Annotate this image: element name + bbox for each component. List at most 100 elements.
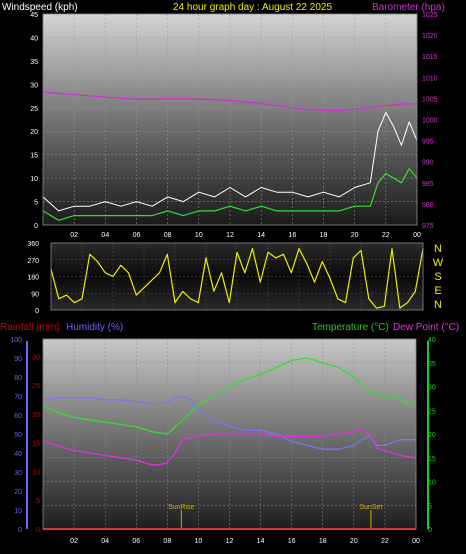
wind-x-tick: 10 bbox=[195, 232, 203, 239]
climate-x-tick: 02 bbox=[70, 538, 78, 545]
barometer-y-tick: 1015 bbox=[422, 54, 438, 61]
humidity-y-tick: 30 bbox=[14, 470, 22, 477]
wind-y-tick: 25 bbox=[30, 106, 38, 113]
wind-direction-series bbox=[50, 248, 424, 309]
climate-x-tick: 00 bbox=[412, 538, 420, 545]
temperature-y-tick: 40 bbox=[428, 337, 436, 344]
rain-y-tick: 20 bbox=[32, 412, 40, 419]
barometer-y-tick: 985 bbox=[422, 181, 434, 188]
rain-y-tick: 5 bbox=[36, 498, 40, 505]
direction-y-tick: 0 bbox=[35, 308, 39, 315]
humidity-y-tick: 60 bbox=[14, 413, 22, 420]
barometer-y-tick: 1005 bbox=[422, 96, 438, 103]
rain-y-tick: 25 bbox=[32, 383, 40, 390]
compass-label: E bbox=[434, 285, 441, 297]
humidity-y-tick: 50 bbox=[14, 432, 22, 439]
humidity-y-tick: 90 bbox=[14, 356, 22, 363]
climate-x-tick: 14 bbox=[257, 538, 265, 545]
humidity-y-tick: 20 bbox=[14, 489, 22, 496]
climate-x-tick: 20 bbox=[350, 538, 358, 545]
wind-y-tick: 10 bbox=[30, 176, 38, 183]
barometer-y-tick: 980 bbox=[422, 202, 434, 209]
barometer-y-tick: 1020 bbox=[422, 33, 438, 40]
wind-y-tick: 5 bbox=[34, 200, 38, 207]
temperature-y-tick: 25 bbox=[428, 408, 436, 415]
dewpoint-title: Dew Point (°C) bbox=[393, 322, 459, 333]
wind-y-tick: 40 bbox=[30, 35, 38, 42]
direction-y-tick: 360 bbox=[27, 241, 39, 248]
barometer-title: Barometer (hpa) bbox=[372, 2, 445, 13]
humidity-y-tick: 70 bbox=[14, 394, 22, 401]
rain-y-tick: 30 bbox=[32, 354, 40, 361]
chart-title: 24 hour graph day : August 22 2025 bbox=[173, 2, 332, 13]
direction-y-tick: 90 bbox=[31, 291, 39, 298]
wind-x-tick: 16 bbox=[288, 232, 296, 239]
temperature-y-tick: 35 bbox=[428, 361, 436, 368]
sunrise-label: SunRise bbox=[168, 504, 195, 511]
wind-x-tick: 04 bbox=[101, 232, 109, 239]
humidity-y-tick: 80 bbox=[14, 375, 22, 382]
wind-panel-frame bbox=[42, 13, 418, 226]
temperature-y-tick: 20 bbox=[428, 432, 436, 439]
climate-x-tick: 10 bbox=[195, 538, 203, 545]
compass-label: N bbox=[434, 243, 442, 255]
direction-y-tick: 270 bbox=[27, 258, 39, 265]
climate-x-tick: 06 bbox=[132, 538, 140, 545]
climate-x-tick: 08 bbox=[163, 538, 171, 545]
axis-ticks: 0510152025303540459759809859909951000100… bbox=[10, 12, 443, 545]
direction-y-tick: 180 bbox=[27, 275, 39, 282]
rain-y-tick: 0 bbox=[36, 527, 40, 534]
wind-x-tick: 22 bbox=[382, 232, 390, 239]
barometer-series bbox=[42, 91, 418, 112]
barometer-y-tick: 995 bbox=[422, 139, 434, 146]
temperature-y-tick: 30 bbox=[428, 385, 436, 392]
windspeed-series bbox=[42, 112, 418, 212]
wind-x-tick: 02 bbox=[70, 232, 78, 239]
wind-x-tick: 18 bbox=[320, 232, 328, 239]
sunset-label: SunSet bbox=[359, 504, 382, 511]
wind-x-tick: 06 bbox=[133, 232, 141, 239]
compass-label: N bbox=[434, 299, 442, 311]
compass-label: W bbox=[433, 257, 444, 269]
humidity-y-tick: 0 bbox=[18, 527, 22, 534]
windspeed-title: Windspeed (kph) bbox=[2, 2, 78, 13]
wind-x-tick: 08 bbox=[164, 232, 172, 239]
climate-x-tick: 12 bbox=[226, 538, 234, 545]
wind-y-tick: 0 bbox=[34, 223, 38, 230]
humidity-series bbox=[42, 395, 416, 450]
temperature-y-tick: 0 bbox=[428, 527, 432, 534]
temperature-y-tick: 15 bbox=[428, 456, 436, 463]
dewpoint-series bbox=[42, 428, 417, 466]
temperature-y-tick: 10 bbox=[428, 480, 436, 487]
direction-panel-frame bbox=[50, 242, 424, 311]
barometer-y-tick: 1010 bbox=[422, 75, 438, 82]
wind-average-series bbox=[42, 168, 418, 221]
rain-y-tick: 10 bbox=[32, 469, 40, 476]
rainfall-title: Rainfall (mm) bbox=[0, 322, 59, 333]
temperature-series bbox=[42, 357, 417, 435]
barometer-y-tick: 975 bbox=[422, 223, 434, 230]
wind-y-tick: 30 bbox=[30, 82, 38, 89]
wind-x-tick: 12 bbox=[226, 232, 234, 239]
wind-y-tick: 20 bbox=[30, 129, 38, 136]
wind-x-tick: 14 bbox=[257, 232, 265, 239]
wind-y-tick: 35 bbox=[30, 59, 38, 66]
climate-x-tick: 04 bbox=[101, 538, 109, 545]
wind-y-tick: 45 bbox=[30, 12, 38, 19]
humidity-y-tick: 40 bbox=[14, 451, 22, 458]
wind-x-tick: 20 bbox=[351, 232, 359, 239]
compass-label: S bbox=[434, 271, 441, 283]
rain-y-tick: 15 bbox=[32, 441, 40, 448]
climate-x-tick: 18 bbox=[319, 538, 327, 545]
humidity-y-tick: 100 bbox=[10, 337, 22, 344]
barometer-y-tick: 1000 bbox=[422, 118, 438, 125]
wind-y-tick: 15 bbox=[30, 153, 38, 160]
barometer-y-tick: 1025 bbox=[422, 12, 438, 19]
climate-x-tick: 22 bbox=[381, 538, 389, 545]
climate-panel-frame bbox=[42, 338, 417, 530]
humidity-y-tick: 10 bbox=[14, 508, 22, 515]
wind-x-tick: 00 bbox=[413, 232, 421, 239]
barometer-y-tick: 990 bbox=[422, 160, 434, 167]
